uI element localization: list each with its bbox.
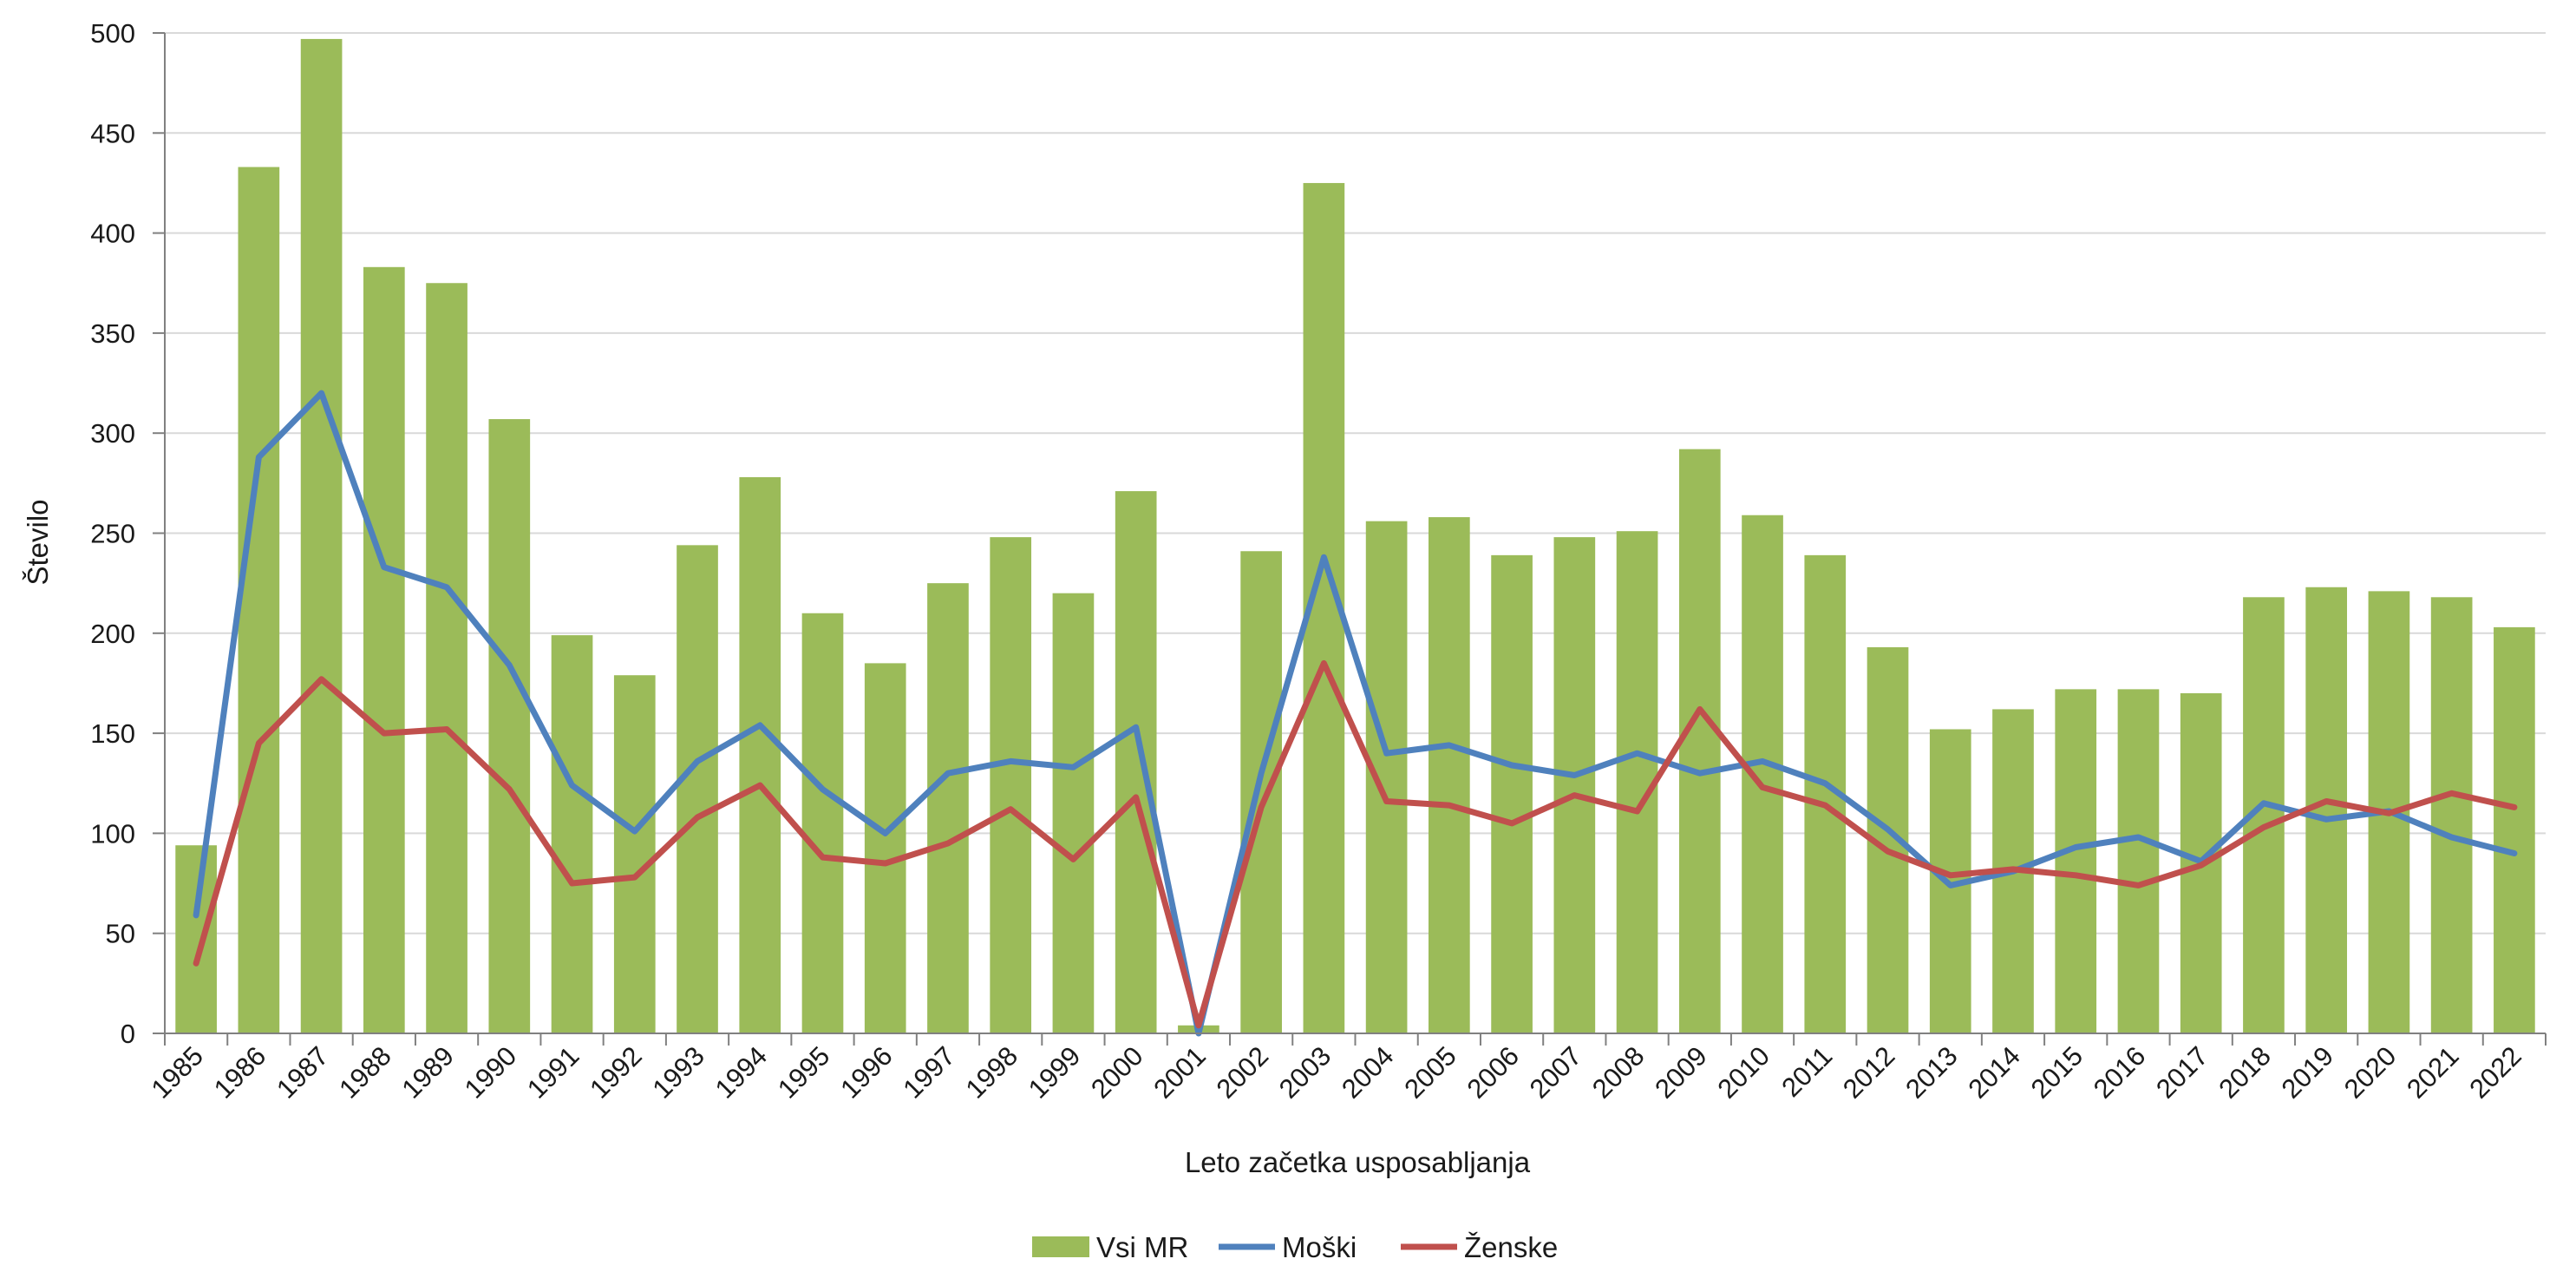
bar-2002 <box>1240 551 1282 1033</box>
bar-1993 <box>677 545 718 1033</box>
y-tick-label: 0 <box>121 1019 135 1049</box>
y-tick-label: 500 <box>90 18 135 49</box>
x-tick-label: 2004 <box>1336 1040 1400 1105</box>
x-tick-label: 2009 <box>1649 1040 1713 1105</box>
bar-2007 <box>1553 537 1596 1033</box>
bar-1995 <box>801 613 844 1033</box>
x-tick-label: 2016 <box>2088 1040 2152 1105</box>
x-tick-label: 1995 <box>772 1040 836 1105</box>
x-tick-label: 2008 <box>1586 1040 1651 1105</box>
x-tick-label: 2018 <box>2213 1040 2277 1105</box>
x-tick-label: 2021 <box>2401 1040 2465 1105</box>
bar-1998 <box>990 537 1032 1033</box>
bar-2005 <box>1429 517 1470 1033</box>
line-series-moski <box>193 390 2518 1037</box>
bar-1994 <box>739 476 781 1033</box>
legend-label-vsi-mr: Vsi MR <box>1096 1231 1188 1263</box>
line-series <box>193 390 2518 1037</box>
bar-2021 <box>2430 597 2473 1033</box>
bar-1997 <box>927 583 969 1033</box>
bar-1988 <box>363 266 405 1033</box>
x-tick-label: 1992 <box>584 1040 648 1105</box>
y-axis-title: Število <box>22 499 54 585</box>
x-tick-label: 2007 <box>1524 1040 1588 1105</box>
y-tick-label: 350 <box>90 318 135 349</box>
x-tick-label: 2022 <box>2463 1040 2527 1105</box>
x-tick-label: 1987 <box>271 1040 335 1105</box>
y-tick-label: 50 <box>106 919 135 949</box>
bar-2009 <box>1678 449 1721 1033</box>
bar-2015 <box>2055 689 2097 1033</box>
bar-2022 <box>2494 626 2535 1033</box>
y-tick-label: 450 <box>90 118 135 148</box>
x-tick-label: 2020 <box>2338 1040 2403 1105</box>
x-tick-label: 2003 <box>1273 1040 1337 1105</box>
y-tick-label: 400 <box>90 219 135 249</box>
x-tick-label: 2005 <box>1398 1040 1462 1105</box>
x-tick-label: 1990 <box>459 1040 523 1105</box>
bar-1991 <box>551 635 593 1033</box>
bar-2010 <box>1742 515 1783 1033</box>
x-tick-label: 1985 <box>146 1040 210 1105</box>
x-tick-label: 1996 <box>834 1040 899 1105</box>
bar-series-vsi-mr <box>175 38 2535 1034</box>
x-tick-label: 2019 <box>2276 1040 2340 1105</box>
x-tick-label: 2011 <box>1775 1040 1838 1103</box>
x-tick-labels: 1985198619871988198919901991199219931994… <box>146 1040 2527 1105</box>
x-tick-label: 1986 <box>208 1040 272 1105</box>
bar-2004 <box>1365 521 1408 1033</box>
x-tick-label: 2014 <box>1962 1040 2026 1105</box>
bar-2008 <box>1616 531 1658 1033</box>
line-series-zenske <box>193 659 2518 1029</box>
bar-1992 <box>613 675 656 1033</box>
x-tick-label: 1988 <box>333 1040 397 1105</box>
bar-1987 <box>300 38 343 1034</box>
x-tick-label: 2017 <box>2150 1040 2214 1105</box>
legend-swatch-vsi-mr <box>1032 1236 1089 1257</box>
x-tick-label: 2010 <box>1711 1040 1775 1105</box>
y-tick-label: 150 <box>90 718 135 749</box>
y-tick-label: 200 <box>90 619 135 649</box>
x-tick-label: 2012 <box>1837 1040 1901 1105</box>
bar-1986 <box>238 167 280 1033</box>
x-tick-label: 2006 <box>1461 1040 1526 1105</box>
x-tick-label: 1998 <box>960 1040 1024 1105</box>
x-tick-label: 1993 <box>646 1040 710 1105</box>
x-tick-label: 1997 <box>897 1040 961 1105</box>
y-tick-label: 300 <box>90 418 135 449</box>
bar-1990 <box>488 419 531 1034</box>
y-tick-label: 100 <box>90 818 135 849</box>
x-tick-label: 1989 <box>396 1040 460 1105</box>
x-tick-label: 2013 <box>1899 1040 1964 1105</box>
x-axis-title: Leto začetka usposabljanja <box>1185 1146 1531 1178</box>
bar-2006 <box>1491 554 1533 1033</box>
x-tick-label: 2001 <box>1147 1040 1212 1105</box>
legend-label-moski: Moški <box>1282 1231 1357 1263</box>
x-tick-label: 2015 <box>2025 1040 2089 1105</box>
legend: Vsi MR Moški Ženske <box>1032 1231 1558 1263</box>
x-tick-label: 1991 <box>521 1040 585 1105</box>
bar-1996 <box>864 663 906 1033</box>
x-tick-label: 1994 <box>709 1040 774 1105</box>
x-tick-label: 2002 <box>1211 1040 1275 1105</box>
bar-1999 <box>1052 593 1095 1033</box>
x-tick-label: 1999 <box>1023 1040 1087 1105</box>
bar-2000 <box>1115 491 1157 1033</box>
bar-1985 <box>175 845 217 1033</box>
axes <box>153 32 2547 1046</box>
x-tick-label: 2000 <box>1085 1040 1149 1105</box>
bar-1989 <box>426 283 467 1033</box>
y-tick-labels: 0 50 100 150 200 250 300 350 400 450 500 <box>90 18 135 1049</box>
bar-2016 <box>2117 689 2160 1033</box>
y-tick-label: 250 <box>90 519 135 549</box>
legend-label-zenske: Ženske <box>1464 1231 1558 1263</box>
